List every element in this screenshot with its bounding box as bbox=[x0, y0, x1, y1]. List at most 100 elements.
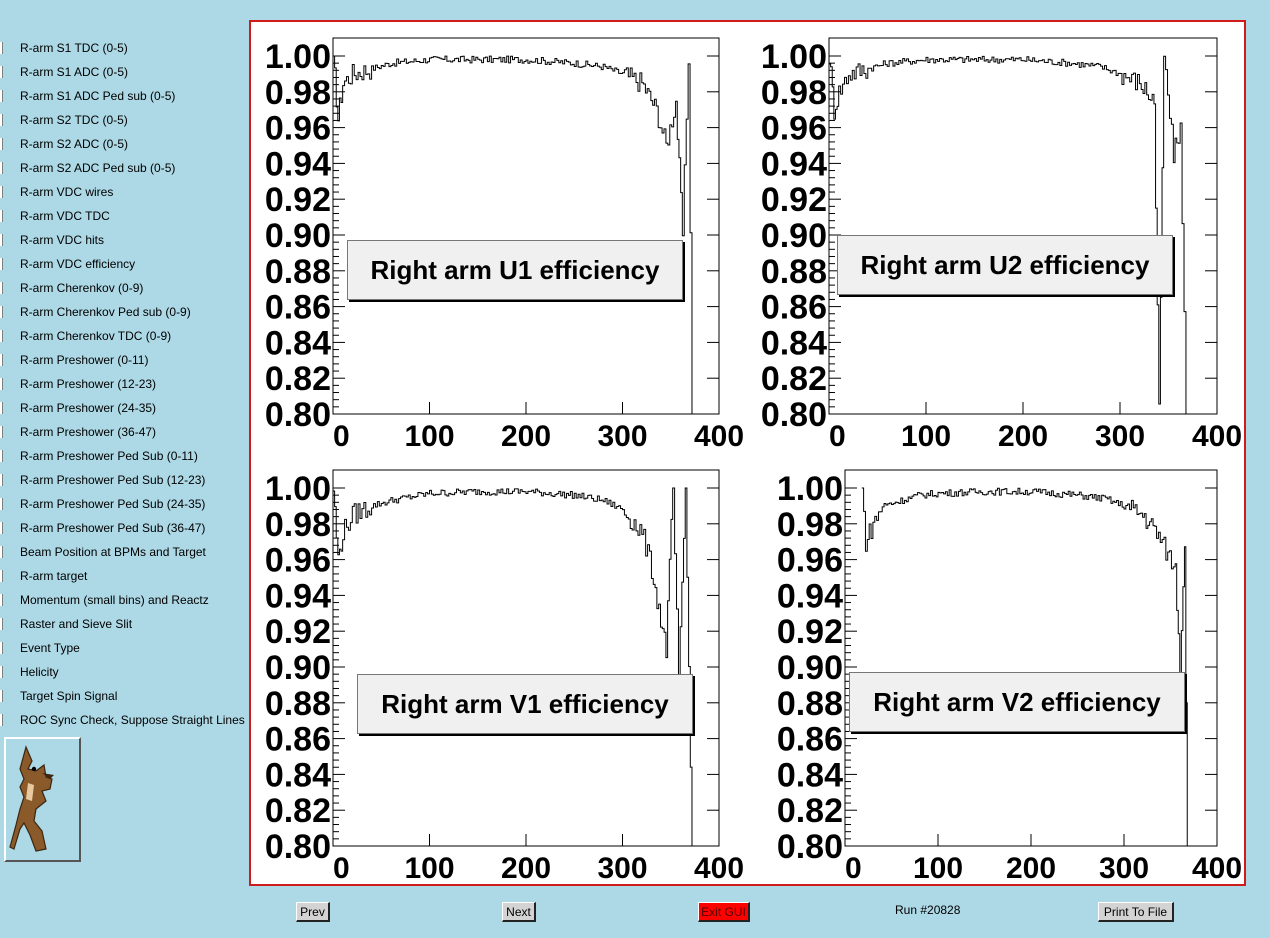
y-tick-label: 0.84 bbox=[265, 756, 331, 794]
menu-item[interactable]: R-arm S1 ADC Ped sub (0-5) bbox=[0, 84, 258, 108]
efficiency-plot-1: 0.80 0.82 0.84 0.86 0.88 0.90 0.92 0.94 0.96 0.98… bbox=[257, 32, 747, 462]
menu-item[interactable]: R-arm Preshower Ped Sub (36-47) bbox=[0, 516, 258, 540]
y-tick-label: 0.98 bbox=[761, 74, 827, 112]
y-tick-label: 0.92 bbox=[265, 613, 331, 651]
menu-item[interactable]: Beam Position at BPMs and Target bbox=[0, 540, 258, 564]
y-tick-label: 0.94 bbox=[265, 577, 331, 615]
y-tick-label: 1.00 bbox=[265, 470, 331, 508]
y-tick-label: 0.90 bbox=[265, 217, 331, 255]
plot-frame bbox=[332, 37, 720, 415]
menu-item[interactable]: R-arm S1 TDC (0-5) bbox=[0, 36, 258, 60]
x-tick-label: 0 bbox=[845, 852, 862, 885]
x-tick-label: 400 bbox=[1192, 420, 1242, 453]
y-tick-label: 0.84 bbox=[777, 756, 843, 794]
plot-title: Right arm U2 efficiency bbox=[837, 235, 1173, 295]
prev-button[interactable]: Prev bbox=[296, 902, 330, 922]
y-tick-label: 0.80 bbox=[761, 396, 827, 434]
menu-item[interactable]: R-arm Preshower Ped Sub (12-23) bbox=[0, 468, 258, 492]
menu-item[interactable]: R-arm Preshower (24-35) bbox=[0, 396, 258, 420]
y-tick-label: 0.86 bbox=[777, 721, 843, 759]
y-tick-label: 0.96 bbox=[265, 542, 331, 580]
y-tick-label: 0.82 bbox=[777, 792, 843, 830]
menu-item[interactable]: R-arm Cherenkov Ped sub (0-9) bbox=[0, 300, 258, 324]
efficiency-series bbox=[333, 487, 693, 846]
x-tick-label: 300 bbox=[1095, 420, 1145, 453]
y-tick-label: 0.94 bbox=[777, 577, 843, 615]
y-tick-label: 0.82 bbox=[761, 360, 827, 398]
y-tick-label: 0.98 bbox=[777, 506, 843, 544]
y-tick-label: 0.92 bbox=[777, 613, 843, 651]
x-tick-label: 0 bbox=[333, 420, 350, 453]
x-tick-label: 400 bbox=[694, 852, 744, 885]
y-tick-label: 0.98 bbox=[265, 506, 331, 544]
menu-item[interactable]: R-arm Preshower (0-11) bbox=[0, 348, 258, 372]
y-tick-label: 0.96 bbox=[777, 542, 843, 580]
y-tick-label: 0.86 bbox=[265, 289, 331, 327]
y-tick-label: 0.98 bbox=[265, 74, 331, 112]
x-tick-label: 200 bbox=[501, 852, 551, 885]
y-tick-label: 0.88 bbox=[761, 253, 827, 291]
exit-gui-button[interactable]: Exit GUI bbox=[698, 902, 750, 922]
x-tick-label: 0 bbox=[829, 420, 846, 453]
menu-item[interactable]: R-arm VDC TDC bbox=[0, 204, 258, 228]
efficiency-plot-2: 0.80 0.82 0.84 0.86 0.88 0.90 0.92 0.94 0.96 0.98… bbox=[755, 32, 1245, 462]
y-tick-label: 0.84 bbox=[265, 324, 331, 362]
next-button[interactable]: Next bbox=[502, 902, 536, 922]
plot-canvas: 0.80 0.82 0.84 0.86 0.88 0.90 0.92 0.94 0.96 0.98… bbox=[249, 20, 1246, 886]
menu-item[interactable]: Target Spin Signal bbox=[0, 684, 258, 708]
y-tick-label: 0.80 bbox=[777, 828, 843, 866]
y-tick-label: 0.94 bbox=[265, 145, 331, 183]
y-tick-label: 0.94 bbox=[761, 145, 827, 183]
menu-item[interactable]: R-arm Preshower (12-23) bbox=[0, 372, 258, 396]
y-tick-label: 0.90 bbox=[265, 649, 331, 687]
plot-title: Right arm U1 efficiency bbox=[347, 240, 683, 300]
menu-item[interactable]: R-arm VDC efficiency bbox=[0, 252, 258, 276]
x-tick-label: 400 bbox=[694, 420, 744, 453]
y-tick-label: 0.82 bbox=[265, 360, 331, 398]
plot-title: Right arm V1 efficiency bbox=[357, 674, 693, 734]
x-tick-label: 300 bbox=[1099, 852, 1149, 885]
x-tick-label: 300 bbox=[597, 852, 647, 885]
menu-item[interactable]: R-arm Preshower Ped Sub (24-35) bbox=[0, 492, 258, 516]
menu-item[interactable]: R-arm Cherenkov (0-9) bbox=[0, 276, 258, 300]
y-tick-label: 0.96 bbox=[265, 110, 331, 148]
plot-frame bbox=[844, 469, 1218, 847]
print-to-file-button[interactable]: Print To File bbox=[1098, 902, 1174, 922]
menu-item[interactable]: R-arm Cherenkov TDC (0-9) bbox=[0, 324, 258, 348]
menu-item[interactable]: ROC Sync Check, Suppose Straight Lines bbox=[0, 708, 258, 732]
menu-item[interactable]: R-arm VDC wires bbox=[0, 180, 258, 204]
plot-title: Right arm V2 efficiency bbox=[849, 672, 1185, 732]
menu-item[interactable]: R-arm S1 ADC (0-5) bbox=[0, 60, 258, 84]
y-tick-label: 1.00 bbox=[777, 470, 843, 508]
run-number-label: Run #20828 bbox=[895, 903, 961, 917]
y-tick-label: 0.88 bbox=[265, 685, 331, 723]
menu-item[interactable]: R-arm S2 ADC Ped sub (0-5) bbox=[0, 156, 258, 180]
menu-item[interactable]: R-arm VDC hits bbox=[0, 228, 258, 252]
menu-item[interactable]: Event Type bbox=[0, 636, 258, 660]
y-tick-label: 0.90 bbox=[777, 649, 843, 687]
menu-item[interactable]: R-arm Preshower Ped Sub (0-11) bbox=[0, 444, 258, 468]
menu-item[interactable]: R-arm Preshower (36-47) bbox=[0, 420, 258, 444]
y-tick-label: 0.90 bbox=[761, 217, 827, 255]
menu-item[interactable]: Momentum (small bins) and Reactz bbox=[0, 588, 258, 612]
menu-item[interactable]: R-arm target bbox=[0, 564, 258, 588]
menu-item[interactable]: R-arm S2 TDC (0-5) bbox=[0, 108, 258, 132]
y-tick-label: 0.80 bbox=[265, 396, 331, 434]
y-tick-label: 0.86 bbox=[761, 289, 827, 327]
y-tick-label: 0.92 bbox=[265, 181, 331, 219]
x-tick-label: 200 bbox=[1006, 852, 1056, 885]
y-tick-label: 1.00 bbox=[761, 38, 827, 76]
efficiency-series bbox=[829, 55, 1187, 414]
y-tick-label: 0.80 bbox=[265, 828, 331, 866]
menu-item[interactable]: Raster and Sieve Slit bbox=[0, 612, 258, 636]
x-tick-label: 200 bbox=[501, 420, 551, 453]
menu-item[interactable]: Helicity bbox=[0, 660, 258, 684]
coyote-mascot-icon[interactable] bbox=[4, 737, 81, 862]
efficiency-plot-3: 0.80 0.82 0.84 0.86 0.88 0.90 0.92 0.94 0.96 0.98… bbox=[257, 464, 747, 894]
x-tick-label: 100 bbox=[404, 852, 454, 885]
menu-item[interactable]: R-arm S2 ADC (0-5) bbox=[0, 132, 258, 156]
efficiency-series bbox=[861, 487, 1188, 846]
x-tick-label: 200 bbox=[998, 420, 1048, 453]
x-tick-label: 400 bbox=[1192, 852, 1242, 885]
y-tick-label: 0.82 bbox=[265, 792, 331, 830]
